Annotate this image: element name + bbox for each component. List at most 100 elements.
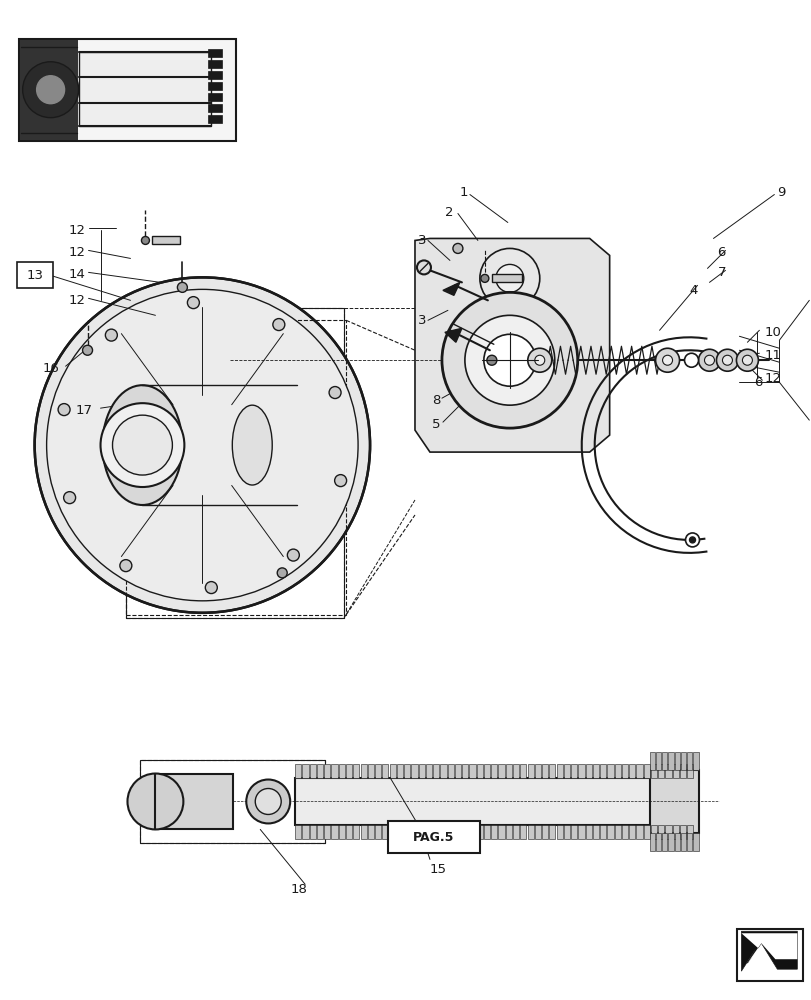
Bar (661, 833, 667, 851)
Bar (432, 825, 439, 839)
Bar (375, 825, 380, 839)
Bar (382, 825, 388, 839)
Bar (461, 764, 468, 778)
Bar (570, 764, 577, 778)
Circle shape (334, 475, 346, 487)
Circle shape (527, 348, 551, 372)
Circle shape (63, 492, 75, 504)
Bar (661, 752, 667, 770)
Bar (643, 825, 649, 839)
Text: 15: 15 (430, 863, 446, 876)
Bar (411, 825, 417, 839)
Bar (505, 825, 511, 839)
Bar (585, 825, 591, 839)
Bar (658, 764, 663, 778)
Bar (418, 825, 424, 839)
Bar (527, 764, 533, 778)
Bar (309, 764, 315, 778)
Text: 6: 6 (753, 376, 762, 389)
Bar (483, 764, 490, 778)
Circle shape (328, 387, 341, 399)
Circle shape (417, 260, 431, 274)
Polygon shape (414, 238, 609, 452)
Bar (425, 825, 431, 839)
Bar (672, 825, 678, 839)
Text: 2: 2 (444, 206, 453, 219)
Bar (592, 825, 599, 839)
Bar (643, 764, 649, 778)
Bar (686, 764, 693, 778)
Bar (302, 764, 308, 778)
Text: 12: 12 (763, 372, 780, 385)
Ellipse shape (102, 385, 182, 505)
Text: 7: 7 (717, 266, 725, 279)
Circle shape (127, 774, 183, 829)
Bar (208, 104, 222, 112)
Bar (527, 825, 533, 839)
Circle shape (689, 537, 695, 543)
Bar (208, 115, 222, 123)
Bar (454, 764, 461, 778)
Text: 13: 13 (26, 269, 43, 282)
Bar (476, 764, 483, 778)
Text: 10: 10 (763, 326, 780, 339)
Bar (127, 308, 344, 618)
Bar (599, 825, 606, 839)
Bar (483, 825, 490, 839)
Bar (338, 825, 345, 839)
Circle shape (205, 582, 217, 594)
Bar (152, 236, 180, 244)
Circle shape (105, 329, 118, 341)
Circle shape (654, 348, 679, 372)
Polygon shape (740, 931, 796, 971)
Bar (498, 764, 504, 778)
Bar (667, 752, 673, 770)
Bar (556, 764, 562, 778)
Circle shape (684, 353, 697, 367)
Bar (140, 760, 324, 843)
Text: 6: 6 (717, 246, 725, 259)
Bar (331, 764, 337, 778)
Bar (621, 764, 627, 778)
Text: 18: 18 (290, 883, 307, 896)
Circle shape (113, 415, 172, 475)
Circle shape (46, 289, 358, 601)
Circle shape (272, 319, 285, 331)
Bar (491, 825, 497, 839)
Bar (397, 764, 402, 778)
Circle shape (741, 355, 752, 365)
Bar (447, 825, 453, 839)
Circle shape (465, 315, 554, 405)
Bar (614, 825, 620, 839)
Bar (425, 764, 431, 778)
Polygon shape (444, 328, 461, 342)
Bar (534, 764, 540, 778)
Circle shape (684, 533, 698, 547)
Circle shape (715, 349, 737, 371)
Bar (353, 825, 359, 839)
Bar (389, 825, 395, 839)
Bar (208, 93, 222, 101)
Bar (447, 764, 453, 778)
Bar (534, 825, 540, 839)
Bar (208, 71, 222, 79)
Bar (665, 764, 671, 778)
Bar (338, 764, 345, 778)
Bar (667, 833, 673, 851)
Bar (331, 825, 337, 839)
Bar (686, 825, 693, 839)
Bar (655, 833, 660, 851)
Bar (577, 825, 584, 839)
Bar (542, 825, 547, 839)
Bar (672, 764, 678, 778)
Bar (693, 752, 697, 770)
Circle shape (101, 403, 184, 487)
Bar (208, 49, 222, 57)
Bar (469, 764, 475, 778)
Bar (650, 764, 656, 778)
Text: 3: 3 (418, 234, 426, 247)
Bar (140, 760, 324, 843)
Polygon shape (740, 933, 796, 963)
Bar (295, 764, 301, 778)
Text: 12: 12 (68, 246, 85, 259)
